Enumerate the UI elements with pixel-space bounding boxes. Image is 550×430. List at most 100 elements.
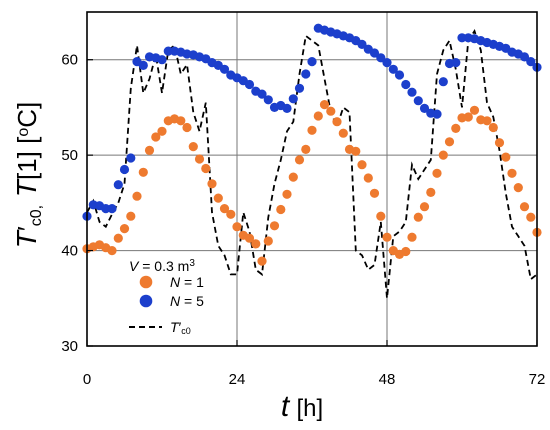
- data-point-n5: [376, 53, 386, 63]
- data-point-n5: [382, 58, 392, 68]
- data-point-n1: [376, 211, 386, 221]
- data-point-n1: [351, 146, 361, 156]
- x-axis-unit: [h]: [296, 395, 323, 422]
- data-point-n1: [213, 193, 223, 203]
- legend-label-n1: N = 1: [170, 274, 204, 290]
- data-point-n1: [319, 100, 330, 110]
- data-point-n1: [519, 202, 530, 212]
- data-point-n1: [501, 152, 511, 162]
- x-tick-label: 0: [83, 371, 91, 388]
- x-axis-title: t [h]: [281, 390, 323, 423]
- data-point-n1: [282, 189, 292, 199]
- plot-series: [82, 23, 542, 299]
- data-point-n1: [507, 168, 517, 178]
- data-point-n1: [382, 232, 392, 242]
- data-point-n1: [138, 167, 148, 177]
- y-axis-title: T′c0, T[1] [oC]: [11, 102, 45, 249]
- data-point-n1: [357, 160, 367, 170]
- data-point-n5: [432, 109, 442, 119]
- data-point-n1: [407, 232, 417, 242]
- data-point-n5: [451, 58, 461, 68]
- data-point-n1: [263, 236, 273, 246]
- data-point-n5: [301, 69, 311, 79]
- data-point-n1: [432, 168, 442, 178]
- data-point-n5: [357, 39, 367, 50]
- data-point-n1: [482, 116, 492, 126]
- data-point-n5: [288, 94, 298, 104]
- data-point-n1: [338, 128, 348, 138]
- data-point-n5: [401, 79, 411, 90]
- data-point-n1: [257, 256, 267, 266]
- data-point-n1: [469, 105, 480, 115]
- data-point-n1: [294, 155, 305, 165]
- data-point-n5: [369, 48, 380, 58]
- data-point-n1: [419, 202, 430, 212]
- data-point-n1: [157, 126, 167, 136]
- legend-marker-n5: [139, 294, 153, 308]
- data-point-n1: [526, 212, 536, 222]
- data-point-n5: [119, 164, 130, 175]
- data-point-n1: [269, 221, 280, 231]
- data-point-n1: [488, 122, 498, 133]
- legend: V = 0.3 m3 N = 1 N = 5 T′c0: [129, 258, 204, 336]
- y-tick-label: 50: [61, 147, 78, 164]
- data-point-n1: [288, 172, 298, 182]
- data-point-n5: [244, 79, 255, 90]
- data-point-n1: [226, 209, 236, 219]
- data-point-n5: [113, 180, 123, 190]
- data-point-n1: [107, 246, 117, 256]
- data-point-n1: [188, 142, 198, 152]
- data-point-n5: [219, 64, 230, 74]
- data-point-n1: [313, 111, 323, 121]
- data-point-n1: [144, 145, 155, 155]
- x-tick-label: 72: [529, 371, 546, 388]
- data-point-n5: [413, 96, 423, 106]
- data-point-n1: [426, 187, 436, 197]
- y-axis-var-t1: T: [11, 178, 42, 205]
- data-point-n1: [244, 233, 255, 243]
- data-point-n1: [207, 179, 217, 189]
- data-point-n1: [307, 125, 317, 135]
- legend-label-n5: N = 5: [170, 293, 204, 309]
- data-point-n5: [457, 33, 467, 43]
- data-point-n5: [263, 95, 273, 105]
- series-line-tc0: [86, 29, 538, 299]
- data-point-n1: [513, 183, 523, 193]
- data-point-n5: [257, 89, 267, 99]
- data-point-n1: [176, 116, 186, 126]
- legend-title: V = 0.3 m3: [129, 258, 195, 275]
- data-point-n5: [294, 83, 305, 93]
- data-point-n1: [182, 122, 192, 133]
- data-point-n1: [276, 204, 286, 215]
- data-point-n1: [463, 112, 473, 122]
- data-point-n5: [438, 77, 448, 87]
- data-point-n5: [126, 153, 136, 163]
- data-point-n1: [194, 154, 205, 164]
- data-point-n5: [526, 57, 536, 67]
- legend-label-tc0: T′c0: [170, 319, 191, 336]
- data-point-n1: [201, 163, 211, 174]
- data-point-n1: [332, 117, 342, 127]
- data-point-n1: [444, 137, 455, 147]
- data-point-n1: [132, 191, 142, 201]
- axis-ticks: 0 24 48 72 30 40 50 60: [61, 52, 545, 388]
- plot-frame: [86, 11, 538, 347]
- data-point-n1: [251, 239, 261, 249]
- data-point-n5: [388, 64, 398, 74]
- data-point-n1: [126, 211, 136, 221]
- data-point-n5: [407, 87, 417, 97]
- data-point-n1: [494, 138, 505, 148]
- data-point-n5: [307, 57, 317, 67]
- data-point-n1: [119, 224, 130, 234]
- data-point-n1: [113, 233, 123, 243]
- data-point-n1: [301, 144, 311, 154]
- y-tick-label: 60: [61, 52, 78, 69]
- x-tick-label: 24: [229, 371, 246, 388]
- data-point-n5: [157, 55, 167, 65]
- y-tick-label: 40: [61, 243, 78, 260]
- data-point-n1: [151, 132, 161, 142]
- data-point-n5: [107, 204, 117, 214]
- data-point-n1: [369, 188, 380, 198]
- data-point-n1: [438, 150, 448, 160]
